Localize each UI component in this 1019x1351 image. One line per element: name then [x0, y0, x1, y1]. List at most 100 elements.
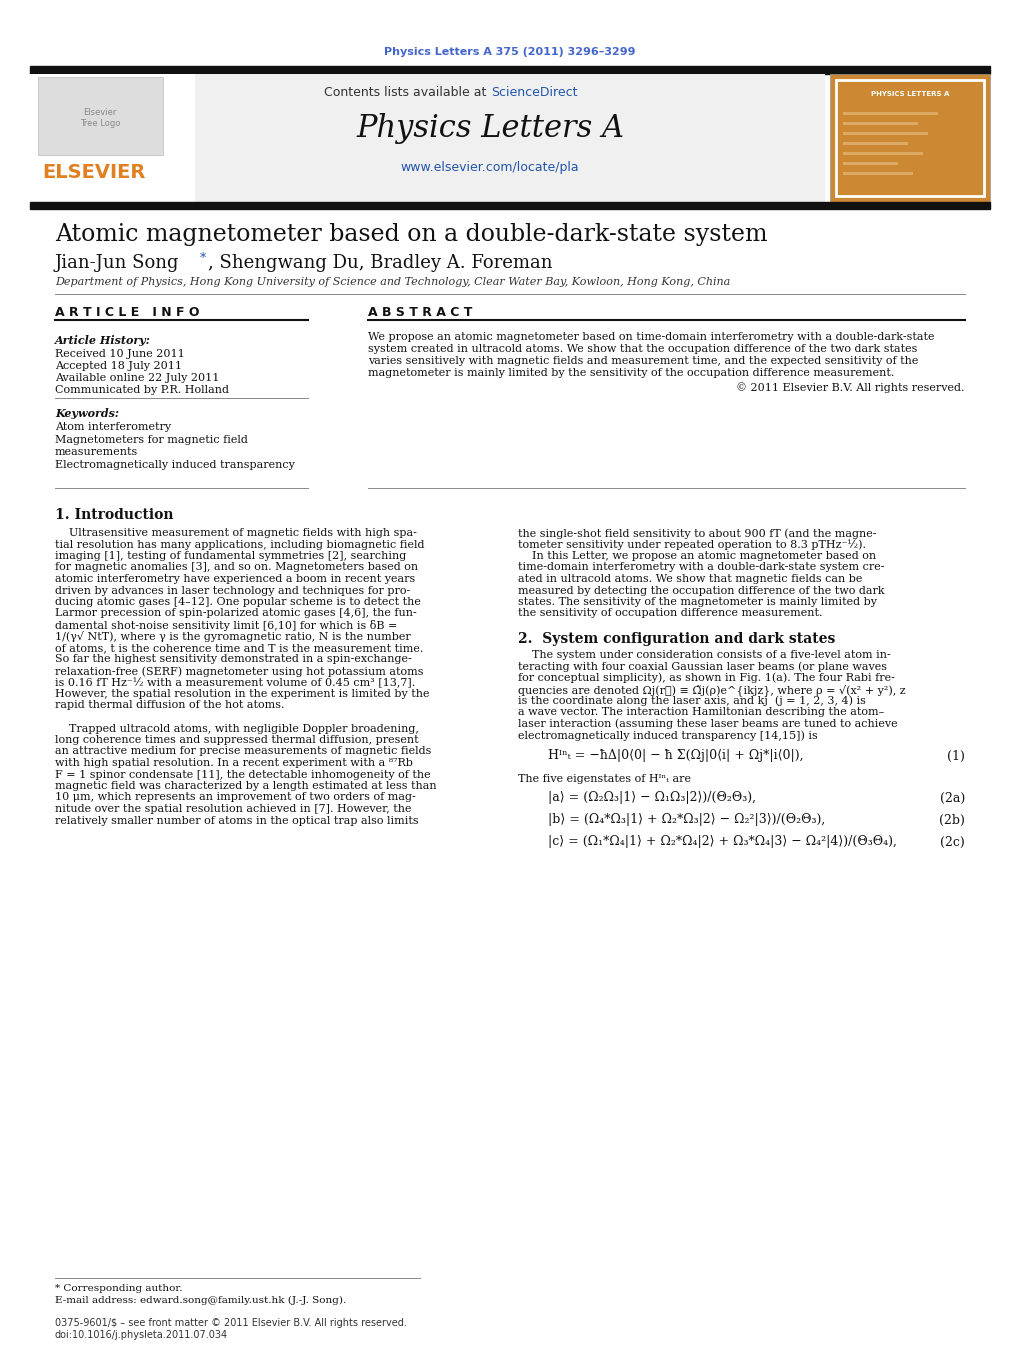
Bar [842, 142, 907, 145]
Text: relaxation-free (SERF) magnetometer using hot potassium atoms: relaxation-free (SERF) magnetometer usin… [55, 666, 423, 677]
Text: rapid thermal diffusion of the hot atoms.: rapid thermal diffusion of the hot atoms… [55, 701, 284, 711]
Text: We propose an atomic magnetometer based on time-domain interferometry with a dou: We propose an atomic magnetometer based … [368, 332, 933, 342]
Text: Atomic magnetometer based on a double-dark-state system: Atomic magnetometer based on a double-da… [55, 223, 766, 246]
Text: © 2011 Elsevier B.V. All rights reserved.: © 2011 Elsevier B.V. All rights reserved… [736, 382, 964, 393]
Text: driven by advances in laser technology and techniques for pro-: driven by advances in laser technology a… [55, 585, 410, 596]
Text: measurements: measurements [55, 447, 139, 457]
Text: laser interaction (assuming these laser beams are tuned to achieve: laser interaction (assuming these laser … [518, 719, 897, 730]
Text: Magnetometers for magnetic field: Magnetometers for magnetic field [55, 435, 248, 444]
Text: ducing atomic gases [4–12]. One popular scheme is to detect the: ducing atomic gases [4–12]. One popular … [55, 597, 421, 607]
Text: Physics Letters A: Physics Letters A [356, 112, 624, 143]
Text: the sensitivity of occupation difference measurement.: the sensitivity of occupation difference… [518, 608, 821, 619]
Text: imaging [1], testing of fundamental symmetries [2], searching: imaging [1], testing of fundamental symm… [55, 551, 406, 561]
Text: Electromagnetically induced transparency: Electromagnetically induced transparency [55, 459, 294, 470]
Text: ELSEVIER: ELSEVIER [42, 163, 146, 182]
Bar [842, 162, 897, 165]
Bar [842, 153, 922, 155]
Text: Accepted 18 July 2011: Accepted 18 July 2011 [55, 361, 181, 372]
Text: |c⟩ = (Ω₁*Ω₄|1⟩ + Ω₂*Ω₄|2⟩ + Ω₃*Ω₄|3⟩ − Ω₄²|4⟩)/(Θ₃Θ₄),: |c⟩ = (Ω₁*Ω₄|1⟩ + Ω₂*Ω₄|2⟩ + Ω₃*Ω₄|3⟩ − … [547, 835, 896, 848]
Text: |b⟩ = (Ω₄*Ω₃|1⟩ + Ω₂*Ω₃|2⟩ − Ω₂²|3⟩)/(Θ₂Θ₃),: |b⟩ = (Ω₄*Ω₃|1⟩ + Ω₂*Ω₃|2⟩ − Ω₂²|3⟩)/(Θ₂… [547, 813, 824, 827]
Text: magnetometer is mainly limited by the sensitivity of the occupation difference m: magnetometer is mainly limited by the se… [368, 367, 894, 378]
Text: tometer sensitivity under repeated operation to 8.3 pTHz⁻½).: tometer sensitivity under repeated opera… [518, 539, 865, 550]
Text: (2b): (2b) [938, 813, 964, 827]
Text: Contents lists available at: Contents lists available at [323, 85, 489, 99]
Text: (2c): (2c) [940, 835, 964, 848]
Bar [38, 77, 163, 155]
Text: Available online 22 July 2011: Available online 22 July 2011 [55, 373, 219, 382]
Text: ScienceDirect: ScienceDirect [490, 85, 577, 99]
Text: Trapped ultracold atoms, with negligible Doppler broadening,: Trapped ultracold atoms, with negligible… [55, 724, 419, 734]
Text: 1/(γ√ NtT), where γ is the gyromagnetic ratio, N is the number: 1/(γ√ NtT), where γ is the gyromagnetic … [55, 631, 411, 643]
Text: 0375-9601/$ – see front matter © 2011 Elsevier B.V. All rights reserved.: 0375-9601/$ – see front matter © 2011 El… [55, 1319, 407, 1328]
Text: an attractive medium for precise measurements of magnetic fields: an attractive medium for precise measure… [55, 747, 431, 757]
Text: In this Letter, we propose an atomic magnetometer based on: In this Letter, we propose an atomic mag… [518, 551, 875, 561]
Bar [842, 132, 927, 135]
Text: Jian-Jun Song: Jian-Jun Song [55, 254, 179, 272]
Text: A R T I C L E   I N F O: A R T I C L E I N F O [55, 305, 200, 319]
Text: damental shot-noise sensitivity limit [6,10] for which is δB =: damental shot-noise sensitivity limit [6… [55, 620, 397, 631]
Text: PHYSICS LETTERS A: PHYSICS LETTERS A [870, 91, 949, 97]
Text: is the coordinate along the laser axis, and kj  (j = 1, 2, 3, 4) is: is the coordinate along the laser axis, … [518, 696, 865, 707]
Text: is 0.16 fT Hz⁻½ with a measurement volume of 0.45 cm³ [13,7].: is 0.16 fT Hz⁻½ with a measurement volum… [55, 677, 415, 688]
Text: long coherence times and suppressed thermal diffusion, present: long coherence times and suppressed ther… [55, 735, 418, 744]
Bar [842, 122, 917, 126]
Text: for conceptual simplicity), as shown in Fig. 1(a). The four Rabi fre-: for conceptual simplicity), as shown in … [518, 673, 894, 684]
Text: Ultrasensitive measurement of magnetic fields with high spa-: Ultrasensitive measurement of magnetic f… [55, 528, 417, 538]
Bar [30, 66, 989, 74]
Bar [30, 74, 195, 203]
Text: for magnetic anomalies [3], and so on. Magnetometers based on: for magnetic anomalies [3], and so on. M… [55, 562, 418, 573]
Text: Larmor precession of spin-polarized atomic gases [4,6], the fun-: Larmor precession of spin-polarized atom… [55, 608, 417, 619]
Bar [30, 74, 824, 203]
Text: * Corresponding author.: * Corresponding author. [55, 1283, 182, 1293]
Text: atomic interferometry have experienced a boom in recent years: atomic interferometry have experienced a… [55, 574, 415, 584]
Bar [829, 74, 989, 203]
Text: 10 μm, which represents an improvement of two orders of mag-: 10 μm, which represents an improvement o… [55, 793, 416, 802]
Text: A B S T R A C T: A B S T R A C T [368, 305, 472, 319]
Bar [842, 112, 937, 115]
Text: Elsevier
Tree Logo: Elsevier Tree Logo [79, 108, 120, 128]
Text: relatively smaller number of atoms in the optical trap also limits: relatively smaller number of atoms in th… [55, 816, 418, 825]
Text: The five eigenstates of Hᴵⁿₜ are: The five eigenstates of Hᴵⁿₜ are [518, 774, 690, 784]
Text: doi:10.1016/j.physleta.2011.07.034: doi:10.1016/j.physleta.2011.07.034 [55, 1329, 228, 1340]
Text: of atoms, t is the coherence time and T is the measurement time.: of atoms, t is the coherence time and T … [55, 643, 423, 653]
Text: F = 1 spinor condensate [11], the detectable inhomogeneity of the: F = 1 spinor condensate [11], the detect… [55, 770, 430, 780]
Text: Atom interferometry: Atom interferometry [55, 422, 171, 432]
Text: states. The sensitivity of the magnetometer is mainly limited by: states. The sensitivity of the magnetome… [518, 597, 876, 607]
Text: tial resolution has many applications, including biomagnetic field: tial resolution has many applications, i… [55, 539, 424, 550]
Bar [30, 203, 989, 209]
Text: electromagnetically induced transparency [14,15]) is: electromagnetically induced transparency… [518, 730, 817, 740]
Bar [836, 80, 983, 196]
Text: , Shengwang Du, Bradley A. Foreman: , Shengwang Du, Bradley A. Foreman [208, 254, 552, 272]
Text: *: * [200, 253, 206, 266]
Text: (2a): (2a) [938, 792, 964, 804]
Text: time-domain interferometry with a double-dark-state system cre-: time-domain interferometry with a double… [518, 562, 883, 573]
Text: Hᴵⁿₜ = −ħΔ|0⟨0| − ħ Σ(Ωj|0⟨i| + Ωj*|i⟨0|),: Hᴵⁿₜ = −ħΔ|0⟨0| − ħ Σ(Ωj|0⟨i| + Ωj*|i⟨0|… [547, 750, 803, 762]
Text: ated in ultracold atoms. We show that magnetic fields can be: ated in ultracold atoms. We show that ma… [518, 574, 861, 584]
Text: 1. Introduction: 1. Introduction [55, 508, 173, 521]
Text: system created in ultracold atoms. We show that the occupation difference of the: system created in ultracold atoms. We sh… [368, 345, 916, 354]
Text: nitude over the spatial resolution achieved in [7]. However, the: nitude over the spatial resolution achie… [55, 804, 411, 815]
Text: quencies are denoted Ωj(r⃗) ≡ Ω̃j(ρ)e^{ikjz}, where ρ = √(x² + y²), z: quencies are denoted Ωj(r⃗) ≡ Ω̃j(ρ)e^{i… [518, 684, 905, 696]
Text: The system under consideration consists of a five-level atom in-: The system under consideration consists … [518, 650, 890, 659]
Bar [842, 172, 912, 176]
Text: Received 10 June 2011: Received 10 June 2011 [55, 349, 184, 359]
Text: Physics Letters A 375 (2011) 3296–3299: Physics Letters A 375 (2011) 3296–3299 [384, 47, 635, 57]
Text: varies sensitively with magnetic fields and measurement time, and the expected s: varies sensitively with magnetic fields … [368, 357, 917, 366]
Text: the single-shot field sensitivity to about 900 fT (and the magne-: the single-shot field sensitivity to abo… [518, 528, 875, 539]
Text: with high spatial resolution. In a recent experiment with a ⁸⁷Rb: with high spatial resolution. In a recen… [55, 758, 413, 767]
Text: Keywords:: Keywords: [55, 408, 119, 419]
Text: E-mail address: edward.song@family.ust.hk (J.-J. Song).: E-mail address: edward.song@family.ust.h… [55, 1296, 345, 1305]
Text: Communicated by P.R. Holland: Communicated by P.R. Holland [55, 385, 229, 394]
Text: (1): (1) [947, 750, 964, 762]
Text: www.elsevier.com/locate/pla: www.elsevier.com/locate/pla [400, 161, 579, 173]
Text: a wave vector. The interaction Hamiltonian describing the atom–: a wave vector. The interaction Hamiltoni… [518, 707, 883, 717]
Text: 2.  System configuration and dark states: 2. System configuration and dark states [518, 631, 835, 646]
Text: teracting with four coaxial Gaussian laser beams (or plane waves: teracting with four coaxial Gaussian las… [518, 661, 887, 671]
Text: measured by detecting the occupation difference of the two dark: measured by detecting the occupation dif… [518, 585, 883, 596]
Text: So far the highest sensitivity demonstrated in a spin-exchange-: So far the highest sensitivity demonstra… [55, 654, 412, 665]
Text: Department of Physics, Hong Kong University of Science and Technology, Clear Wat: Department of Physics, Hong Kong Univers… [55, 277, 730, 286]
Text: |a⟩ = (Ω₂Ω₃|1⟩ − Ω₁Ω₃|2⟩)/(Θ₂Θ₃),: |a⟩ = (Ω₂Ω₃|1⟩ − Ω₁Ω₃|2⟩)/(Θ₂Θ₃), [547, 792, 755, 804]
Text: Article History:: Article History: [55, 335, 151, 346]
Text: However, the spatial resolution in the experiment is limited by the: However, the spatial resolution in the e… [55, 689, 429, 698]
Text: magnetic field was characterized by a length estimated at less than: magnetic field was characterized by a le… [55, 781, 436, 790]
